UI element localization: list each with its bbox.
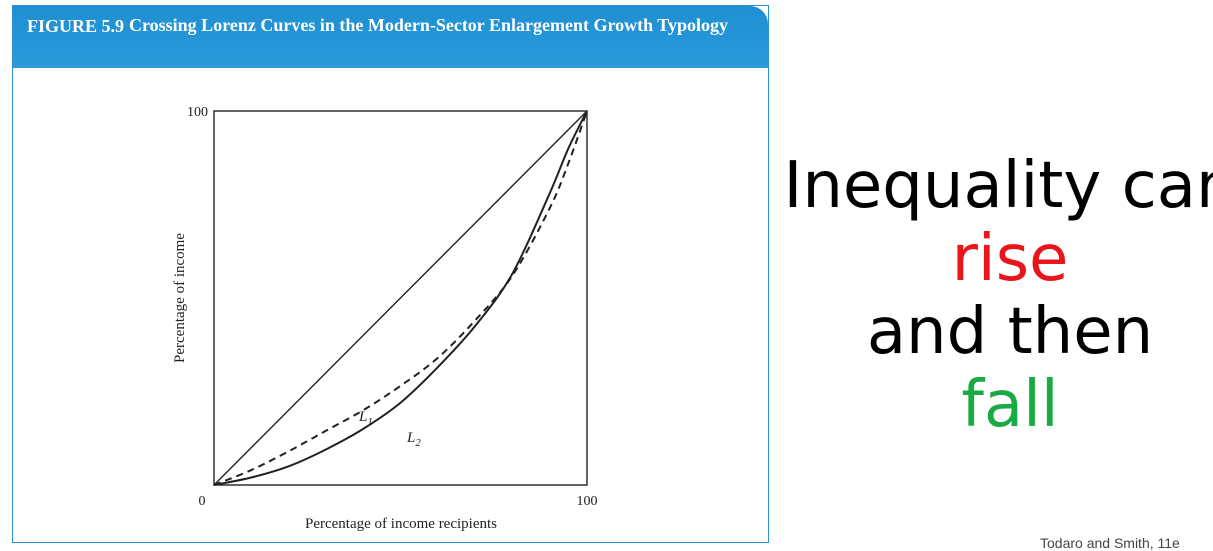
x-tick-0: 0 — [199, 494, 206, 509]
figure-header: FIGURE 5.9 Crossing Lorenz Curves in the… — [13, 6, 768, 68]
statement-word-rise: rise — [951, 222, 1069, 296]
line-of-equality — [213, 110, 588, 486]
lorenz-chart: 100 0 100 Percentage of income recipient… — [172, 105, 598, 532]
l2-label: L2 — [406, 430, 421, 449]
statement-word-fall: fall — [961, 368, 1059, 442]
x-axis-label: Percentage of income recipients — [305, 516, 497, 532]
y-tick-100: 100 — [187, 105, 208, 120]
plot-frame — [213, 110, 588, 486]
statement-line-1: Inequality can — [783, 149, 1213, 223]
l1-label: L1 — [358, 409, 373, 428]
figure-number: FIGURE 5.9 — [27, 16, 125, 36]
side-statement: Inequality can rise and then fall — [770, 150, 1213, 442]
lorenz-curve-l1 — [213, 110, 588, 486]
figure-title: Crossing Lorenz Curves in the Modern-Sec… — [129, 15, 728, 35]
y-axis-label: Percentage of income — [172, 233, 188, 363]
x-tick-100: 100 — [577, 494, 598, 509]
statement-line-3: and then — [866, 295, 1154, 369]
lorenz-curve-l2 — [213, 110, 588, 486]
figure-panel: FIGURE 5.9 Crossing Lorenz Curves in the… — [12, 5, 769, 543]
source-footnote: Todaro and Smith, 11e — [1040, 535, 1180, 551]
